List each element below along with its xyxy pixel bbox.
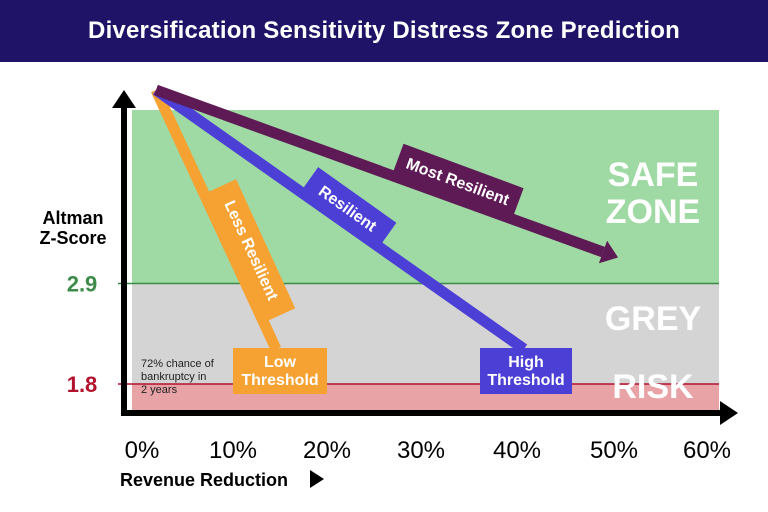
x-tick-label-6: 60% (683, 437, 731, 464)
y-tick-label-1: 2.9 (67, 272, 98, 297)
zone-label-0: SAFE ZONE (606, 156, 700, 231)
x-tick-label-2: 20% (303, 437, 351, 464)
zone-band-2 (132, 384, 719, 412)
zone-label-1: GREY (605, 300, 702, 338)
bankruptcy-annotation: 72% chance of bankruptcy in 2 years (141, 358, 215, 396)
series-label-box-0 (208, 179, 296, 321)
threshold-label-1: High Threshold (487, 354, 564, 389)
y-tick-label-0: 1.8 (67, 372, 98, 397)
threshold-box-0 (233, 348, 327, 394)
x-tick-label-3: 30% (397, 437, 445, 464)
series-line-2 (154, 84, 605, 258)
threshold-box-1 (480, 348, 572, 394)
x-tick-label-0: 0% (125, 437, 160, 464)
chart-labels: SAFE ZONE GREY RISK 1.8 2.9 0% 10% 20% 30% 40% 50% 6… (39, 143, 731, 490)
zone-label-2: RISK (612, 368, 694, 406)
x-axis-label: Revenue Reduction (120, 470, 288, 490)
axes (112, 90, 738, 425)
series-label-box-1 (299, 167, 397, 249)
threshold-lines (118, 282, 719, 385)
x-tick-label-5: 50% (590, 437, 638, 464)
y-axis-label: Altman Z-Score (39, 208, 106, 248)
chart-area: SAFE ZONE GREY RISK 1.8 2.9 0% 10% 20% 30% 40% 50% 6… (39, 84, 738, 490)
zone-band-1 (132, 283, 719, 384)
x-axis-label-arrow (310, 470, 324, 488)
series-label-box-2 (392, 143, 524, 219)
x-axis-arrow (720, 401, 738, 425)
series-line-0 (151, 87, 281, 352)
threshold-label-0: Low Threshold (241, 354, 318, 389)
x-tick-label-4: 40% (493, 437, 541, 464)
series-arrow-2 (598, 240, 619, 264)
y-axis-arrow (112, 90, 136, 108)
chart-title: Diversification Sensitivity Distress Zon… (0, 0, 768, 62)
x-tick-label-1: 10% (209, 437, 257, 464)
